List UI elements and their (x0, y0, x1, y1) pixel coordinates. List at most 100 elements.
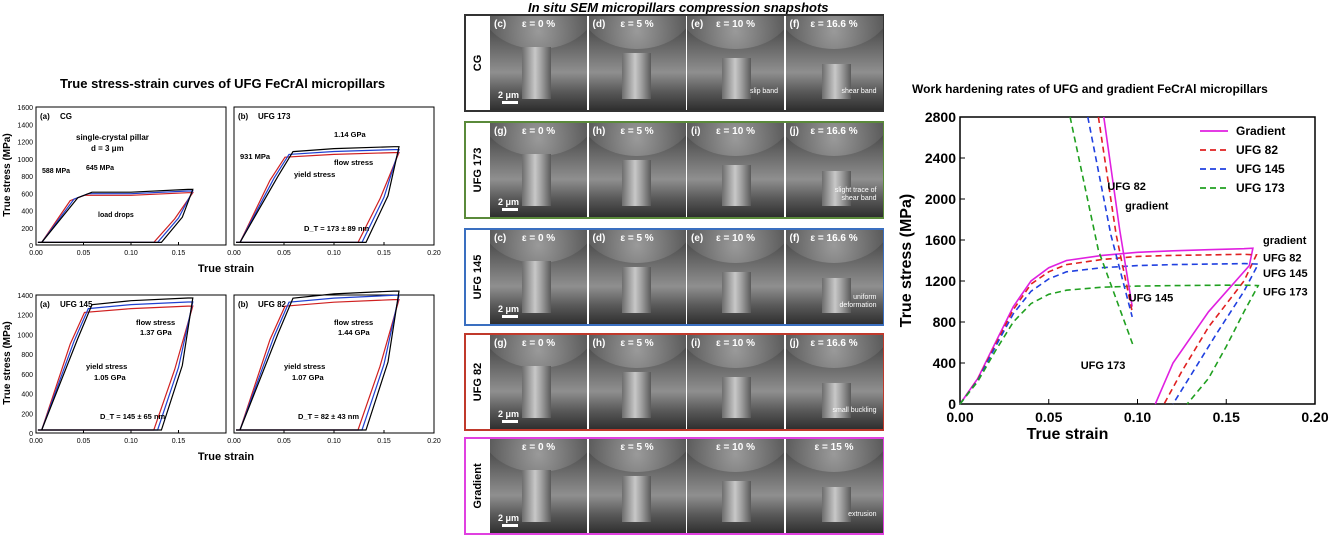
left-panel-frame (35, 106, 227, 246)
sem-strain-label: ε = 5 % (620, 126, 654, 137)
left-stress-curve (37, 297, 194, 431)
sem-panel-tag: (e) (691, 233, 704, 244)
left-ytick-label: 800 (21, 352, 33, 359)
sem-snapshot: ε = 10 % (687, 439, 784, 533)
sem-panel-tag: (i) (691, 338, 701, 349)
micropillar (621, 475, 652, 522)
sem-strain-label: ε = 10 % (716, 19, 755, 30)
sem-row-label: CG (466, 16, 490, 110)
sem-strain-label: ε = 5 % (620, 19, 654, 30)
left-stress-curve (236, 299, 400, 431)
legend-label: UFG 82 (1236, 143, 1278, 157)
left-stress-curve (37, 190, 194, 243)
sem-snapshot: (g) ε = 0 % 2 μm (490, 335, 587, 429)
micropillar (621, 371, 652, 418)
sem-annotation: slight trace of shear band (834, 187, 877, 202)
left-top-xlabel: True strain (198, 263, 255, 275)
left-annotation: single-crystal pillar (76, 133, 149, 142)
ytick-label: 800 (933, 314, 957, 330)
x-axis-label: True strain (1027, 426, 1109, 443)
left-annotation: 588 MPa (42, 168, 70, 175)
left-annotation: 645 MPa (86, 165, 114, 172)
left-stress-curve (37, 188, 194, 243)
sem-strain-label: ε = 0 % (521, 233, 556, 244)
legend-label: Gradient (1236, 124, 1285, 138)
scale-bar: 2 μm (498, 409, 519, 423)
sem-panel-tag: (j) (789, 338, 799, 349)
micropillar (821, 277, 851, 313)
micropillar (522, 261, 552, 313)
end-label: UFG 82 (1263, 252, 1302, 264)
ytick-label: 400 (933, 355, 957, 371)
micropillar (621, 159, 652, 206)
sem-panel-tag: (h) (592, 338, 606, 349)
sem-panel-tag: (g) (494, 338, 507, 349)
left-xtick-label: 0.00 (29, 438, 43, 445)
xtick-label: 0.15 (1213, 409, 1240, 425)
left-annotation: yield stress (294, 170, 335, 179)
left-xtick-label: 0.10 (124, 438, 138, 445)
sem-annotation: uniform deformation (839, 294, 877, 309)
sem-strain-label: ε = 0 % (521, 338, 556, 349)
work-hardening-series (1087, 116, 1133, 318)
left-xtick-label: 0.10 (327, 438, 341, 445)
scale-bar: 2 μm (498, 304, 519, 318)
left-ytick-label: 800 (21, 174, 33, 181)
left-annotation: D_T = 173 ± 89 nm (304, 224, 370, 233)
sem-snapshot: ε = 0 % 2 μm (490, 439, 587, 533)
left-ytick-label: 1600 (17, 105, 33, 112)
sem-panel-tag: (j) (789, 126, 799, 137)
sem-strain-label: ε = 10 % (716, 442, 755, 453)
left-annotation: D_T = 82 ± 43 nm (298, 412, 359, 421)
sem-snapshot: (c) ε = 0 % 2 μm (490, 230, 587, 324)
stress-strain-series (959, 284, 1260, 405)
sem-snapshot: (c) ε = 0 % 2 μm (490, 16, 587, 110)
sem-snapshot: (f) ε = 16.6 % uniform deformation (785, 230, 883, 324)
left-ytick-label: 600 (21, 372, 33, 379)
micropillar (522, 366, 552, 418)
left-xtick-label: 0.05 (277, 438, 291, 445)
micropillar (621, 266, 652, 313)
left-panel-tag: (b) (238, 300, 249, 309)
sem-snapshot: (d) ε = 5 % (588, 16, 686, 110)
left-xtick-label: 0.20 (427, 438, 441, 445)
sem-snapshot: (j) ε = 16.6 % small buckling (785, 335, 883, 429)
sem-strain-label: ε = 16.6 % (810, 126, 858, 137)
sem-row: UFG 145 (c) ε = 0 % 2 μm (d) ε = 5 % (e) ε = 10… (464, 228, 884, 326)
left-xtick-label: 0.05 (277, 250, 291, 257)
left-annotation: 1.44 GPa (338, 328, 371, 337)
left-xtick-label: 0.05 (77, 438, 91, 445)
ytick-label: 0 (948, 396, 956, 412)
scale-bar: 2 μm (498, 513, 519, 527)
sem-row: UFG 82 (g) ε = 0 % 2 μm (h) ε = 5 % (i) ε = 10 … (464, 333, 884, 431)
sem-panel-tag: (c) (494, 233, 507, 244)
sem-row-label: UFG 173 (466, 123, 490, 217)
micropillar (721, 165, 751, 206)
sem-annotation: small buckling (832, 407, 877, 414)
left-ytick-label: 400 (21, 209, 33, 216)
left-bottom-xlabel: True strain (198, 451, 255, 463)
left-panel-name: UFG 82 (258, 300, 287, 309)
micropillar (721, 377, 751, 418)
sem-strain-label: ε = 16.6 % (810, 338, 858, 349)
left-panel-name: CG (60, 112, 72, 121)
sem-row-label-text: UFG 145 (472, 254, 484, 300)
ytick-label: 2800 (925, 109, 956, 125)
left-panel-name: UFG 145 (60, 300, 93, 309)
left-annotation: flow stress (334, 318, 373, 327)
left-xtick-label: 0.00 (227, 250, 241, 257)
work-hardening-chart: 0 400 800 1200 1600 2000 2400 2800 0.00 0.05 0.10 0… (898, 109, 1329, 443)
left-top-ylabel: True stress (MPa) (2, 133, 13, 216)
left-ytick-label: 1200 (17, 140, 33, 147)
chart-annotation: UFG 173 (1081, 360, 1126, 372)
sem-annotation: slip band (749, 88, 778, 95)
left-stress-curve (236, 146, 400, 243)
left-xtick-label: 0.05 (77, 250, 91, 257)
left-panel-name: UFG 173 (258, 112, 291, 121)
left-panel-tag: (b) (238, 112, 249, 121)
sem-strain-label: ε = 0 % (521, 442, 556, 453)
xtick-label: 0.05 (1035, 409, 1062, 425)
sem-row-label: UFG 82 (466, 335, 490, 429)
chart-annotation: UFG 82 (1107, 181, 1146, 193)
sem-strain-label: ε = 16.6 % (810, 233, 858, 244)
